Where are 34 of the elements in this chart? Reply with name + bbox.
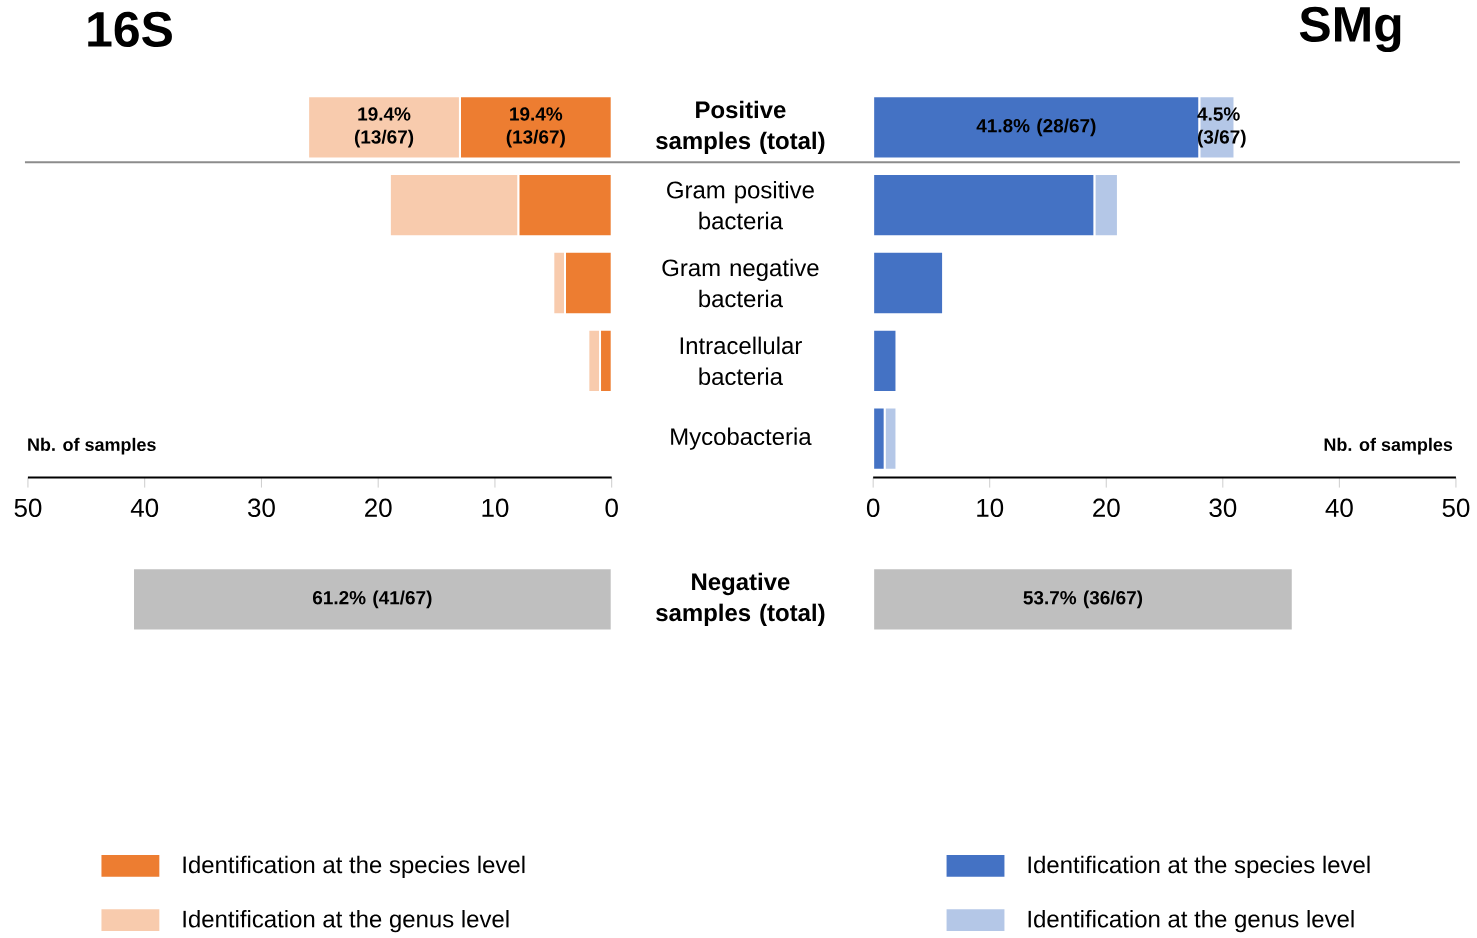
y-tick-label: Positive samples (total) xyxy=(656,100,825,154)
data-label: 53.7% (36/67) xyxy=(1023,590,1143,609)
x-tick-label: 40 xyxy=(130,498,159,517)
x-tick-label: 0 xyxy=(866,498,880,517)
data-label: 61.2% (41/67) xyxy=(312,590,432,609)
bar xyxy=(872,328,898,393)
bar xyxy=(872,250,945,315)
x-tick-label: 10 xyxy=(977,498,1004,517)
data-label: 41.8% (28/67) xyxy=(976,118,1096,137)
data-label: 19.4% (13/67) xyxy=(506,107,565,148)
y-tick-label: Gram positive bacteria xyxy=(667,180,814,230)
x-tick-label: 0 xyxy=(605,498,618,517)
legend-label: Identification at the genus level xyxy=(183,909,509,933)
chart-title: SMg xyxy=(1299,6,1401,52)
y-tick-label: Mycobacteria xyxy=(671,427,812,450)
x-tick-label: 30 xyxy=(248,498,275,517)
x-tick-label: 10 xyxy=(482,498,509,517)
y-tick-label: Gram negative bacteria xyxy=(662,258,819,308)
x-tick-label: 30 xyxy=(1209,498,1237,517)
legend-label: Identification at the genus level xyxy=(1028,909,1354,933)
data-label: 4.5% (3/67) xyxy=(1197,107,1246,148)
legend-label: Identification at the species level xyxy=(183,855,525,878)
legend-label: Identification at the species level xyxy=(1028,855,1370,878)
x-tick-label: 40 xyxy=(1325,498,1353,517)
x-tick-label: 20 xyxy=(1093,498,1120,517)
x-tick-label: 20 xyxy=(365,498,392,517)
x-axis-title: Nb. of samples xyxy=(28,437,156,455)
x-axis-title: Nb. of samples xyxy=(1324,437,1453,455)
x-tick-label: 50 xyxy=(1442,498,1470,517)
chart-title: 16S xyxy=(88,11,172,47)
x-tick-label: 50 xyxy=(14,498,42,517)
y-tick-label: Intracellular bacteria xyxy=(680,336,802,385)
y-tick-label: Negative samples (total) xyxy=(656,572,825,626)
data-label: 19.4% (13/67) xyxy=(354,107,414,148)
